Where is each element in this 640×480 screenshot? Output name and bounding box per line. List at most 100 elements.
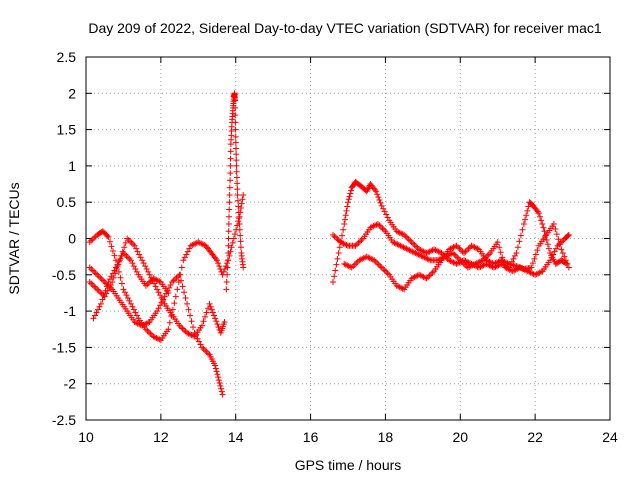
data-point (200, 345, 207, 352)
data-point (553, 231, 560, 238)
data-point (181, 289, 188, 296)
data-point (493, 259, 500, 266)
data-point (450, 259, 457, 266)
data-point (195, 239, 202, 246)
data-point (190, 241, 197, 248)
data-point (425, 249, 432, 256)
data-point (449, 258, 456, 265)
data-point (108, 243, 115, 250)
data-point (332, 267, 339, 274)
data-point (109, 270, 116, 277)
data-point (377, 263, 384, 270)
data-point (238, 200, 245, 207)
data-point (227, 170, 234, 177)
data-point (233, 174, 240, 181)
data-point (335, 250, 342, 257)
data-point (528, 264, 535, 271)
data-point (91, 268, 98, 275)
data-point (158, 295, 165, 302)
data-point (346, 193, 353, 200)
data-point (416, 252, 423, 259)
data-point (225, 228, 232, 235)
data-point (151, 276, 158, 283)
data-point (215, 374, 222, 381)
data-point (485, 251, 492, 258)
data-point (347, 263, 354, 270)
data-point (373, 188, 380, 195)
data-point (127, 300, 134, 307)
data-point (389, 239, 396, 246)
data-point (374, 220, 381, 227)
data-point (532, 271, 539, 278)
data-point (118, 280, 125, 287)
data-point (129, 260, 136, 267)
data-point (215, 377, 222, 384)
data-point (196, 338, 203, 345)
data-point (121, 244, 128, 251)
data-point (179, 325, 186, 332)
data-point (232, 126, 239, 133)
data-point (105, 234, 112, 241)
data-point (350, 263, 357, 270)
data-point (553, 245, 560, 252)
plot-frame (85, 56, 611, 421)
data-point (123, 252, 130, 259)
data-point (538, 268, 545, 275)
data-point (214, 257, 220, 264)
data-point (339, 232, 346, 239)
data-point (336, 244, 343, 251)
data-point (513, 250, 520, 257)
data-point (358, 236, 365, 243)
data-point (234, 197, 241, 204)
data-point (454, 254, 461, 261)
data-point (426, 248, 433, 255)
data-point (417, 247, 424, 254)
data-point (105, 279, 112, 286)
data-point (498, 257, 505, 264)
data-points (86, 90, 572, 398)
data-point (548, 254, 555, 261)
data-point (534, 208, 541, 215)
data-point (469, 262, 476, 269)
data-point (415, 251, 422, 258)
y-tick-label: 1.5 (57, 122, 77, 138)
data-point (166, 319, 173, 326)
data-point (545, 245, 552, 252)
data-point (527, 269, 534, 276)
data-point (408, 239, 415, 246)
data-point (473, 244, 480, 251)
data-point (421, 254, 428, 261)
data-point (343, 242, 350, 249)
data-point (200, 318, 207, 325)
data-point (133, 245, 140, 252)
data-point (214, 321, 221, 328)
data-point (86, 239, 93, 246)
data-point (176, 322, 183, 329)
data-point (555, 236, 562, 243)
data-point (236, 215, 243, 222)
data-point (225, 250, 232, 257)
data-point (145, 279, 152, 286)
data-point (97, 274, 104, 281)
data-point (401, 231, 408, 238)
data-point (398, 284, 405, 291)
data-point (428, 247, 435, 254)
data-point (187, 312, 194, 319)
data-point (155, 305, 162, 312)
data-point (232, 139, 239, 146)
data-point (565, 232, 572, 239)
data-point (223, 286, 230, 293)
data-point (514, 263, 521, 270)
data-point (452, 252, 459, 259)
data-point (343, 207, 350, 214)
y-axis-label: SDTVAR / TECUs (6, 182, 22, 294)
data-point (145, 268, 152, 275)
data-point (165, 289, 172, 296)
data-point (140, 260, 147, 267)
data-point (373, 221, 380, 228)
data-point (120, 250, 127, 257)
data-point (90, 315, 97, 322)
data-point (226, 184, 233, 191)
data-point (393, 282, 400, 289)
x-tick-label: 18 (378, 429, 394, 445)
